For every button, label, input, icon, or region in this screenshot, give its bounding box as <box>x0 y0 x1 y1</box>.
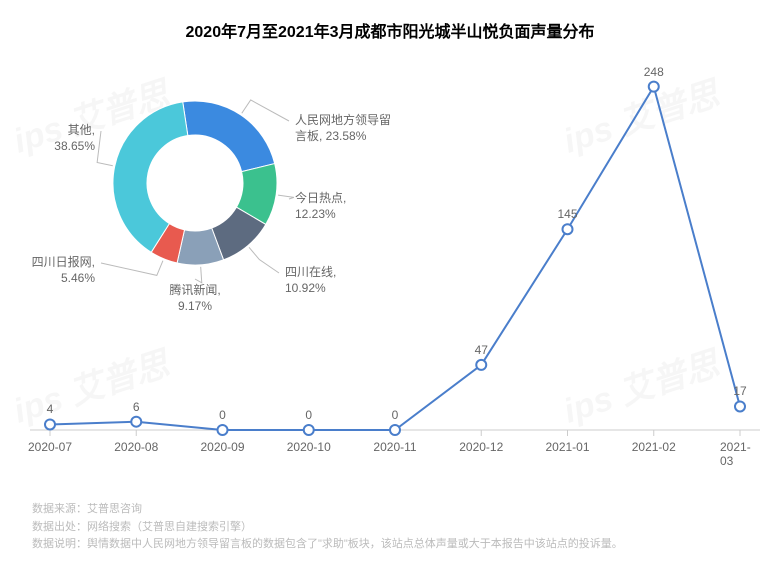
x-axis-label: 2020-10 <box>287 440 331 454</box>
donut-slice-label: 今日热点,12.23% <box>295 191 346 222</box>
data-point-label: 4 <box>47 402 54 416</box>
x-axis-label: 2020-12 <box>459 440 503 454</box>
data-point-label: 0 <box>392 408 399 422</box>
data-point-label: 0 <box>219 408 226 422</box>
data-point-label: 47 <box>475 343 488 357</box>
x-axis-label: 2021-02 <box>632 440 676 454</box>
donut-slice-label: 四川在线,10.92% <box>285 265 336 296</box>
footer-source-label: 数据来源： <box>32 503 87 515</box>
x-axis-label: 2020-08 <box>114 440 158 454</box>
chart-area: ips 艾普思 ips 艾普思 ips 艾普思 ips 艾普思 2020-074… <box>0 50 780 480</box>
footer-notes: 数据来源：艾普思咨询 数据出处：网络搜索（艾普思自建搜索引擎） 数据说明：舆情数… <box>32 501 623 554</box>
chart-title: 2020年7月至2021年3月成都市阳光城半山悦负面声量分布 <box>0 0 780 42</box>
data-point-label: 17 <box>733 384 746 398</box>
footer-note-value: 舆情数据中人民网地方领导留言板的数据包含了"求助"板块，该站点总体声量或大于本报… <box>87 538 623 550</box>
footer-source-value: 艾普思咨询 <box>87 503 142 515</box>
donut-slice-label: 四川日报网,5.46% <box>32 255 95 286</box>
data-point-label: 145 <box>557 207 577 221</box>
footer-origin-value: 网络搜索（艾普思自建搜索引擎） <box>87 521 252 533</box>
donut-slice-label: 其他,38.65% <box>54 123 95 154</box>
footer-note-label: 数据说明： <box>32 538 87 550</box>
data-point-label: 6 <box>133 400 140 414</box>
footer-origin-label: 数据出处： <box>32 521 87 533</box>
x-axis-label: 2021-03 <box>720 440 760 468</box>
donut-slice-label: 人民网地方领导留言板, 23.58% <box>295 113 391 144</box>
x-axis-label: 2020-07 <box>28 440 72 454</box>
data-point-label: 0 <box>305 408 312 422</box>
x-axis-label: 2020-09 <box>200 440 244 454</box>
x-axis-label: 2020-11 <box>373 440 416 454</box>
data-point-label: 248 <box>644 65 664 79</box>
donut-slice-label: 腾讯新闻,9.17% <box>169 283 220 314</box>
x-axis-label: 2021-01 <box>545 440 589 454</box>
